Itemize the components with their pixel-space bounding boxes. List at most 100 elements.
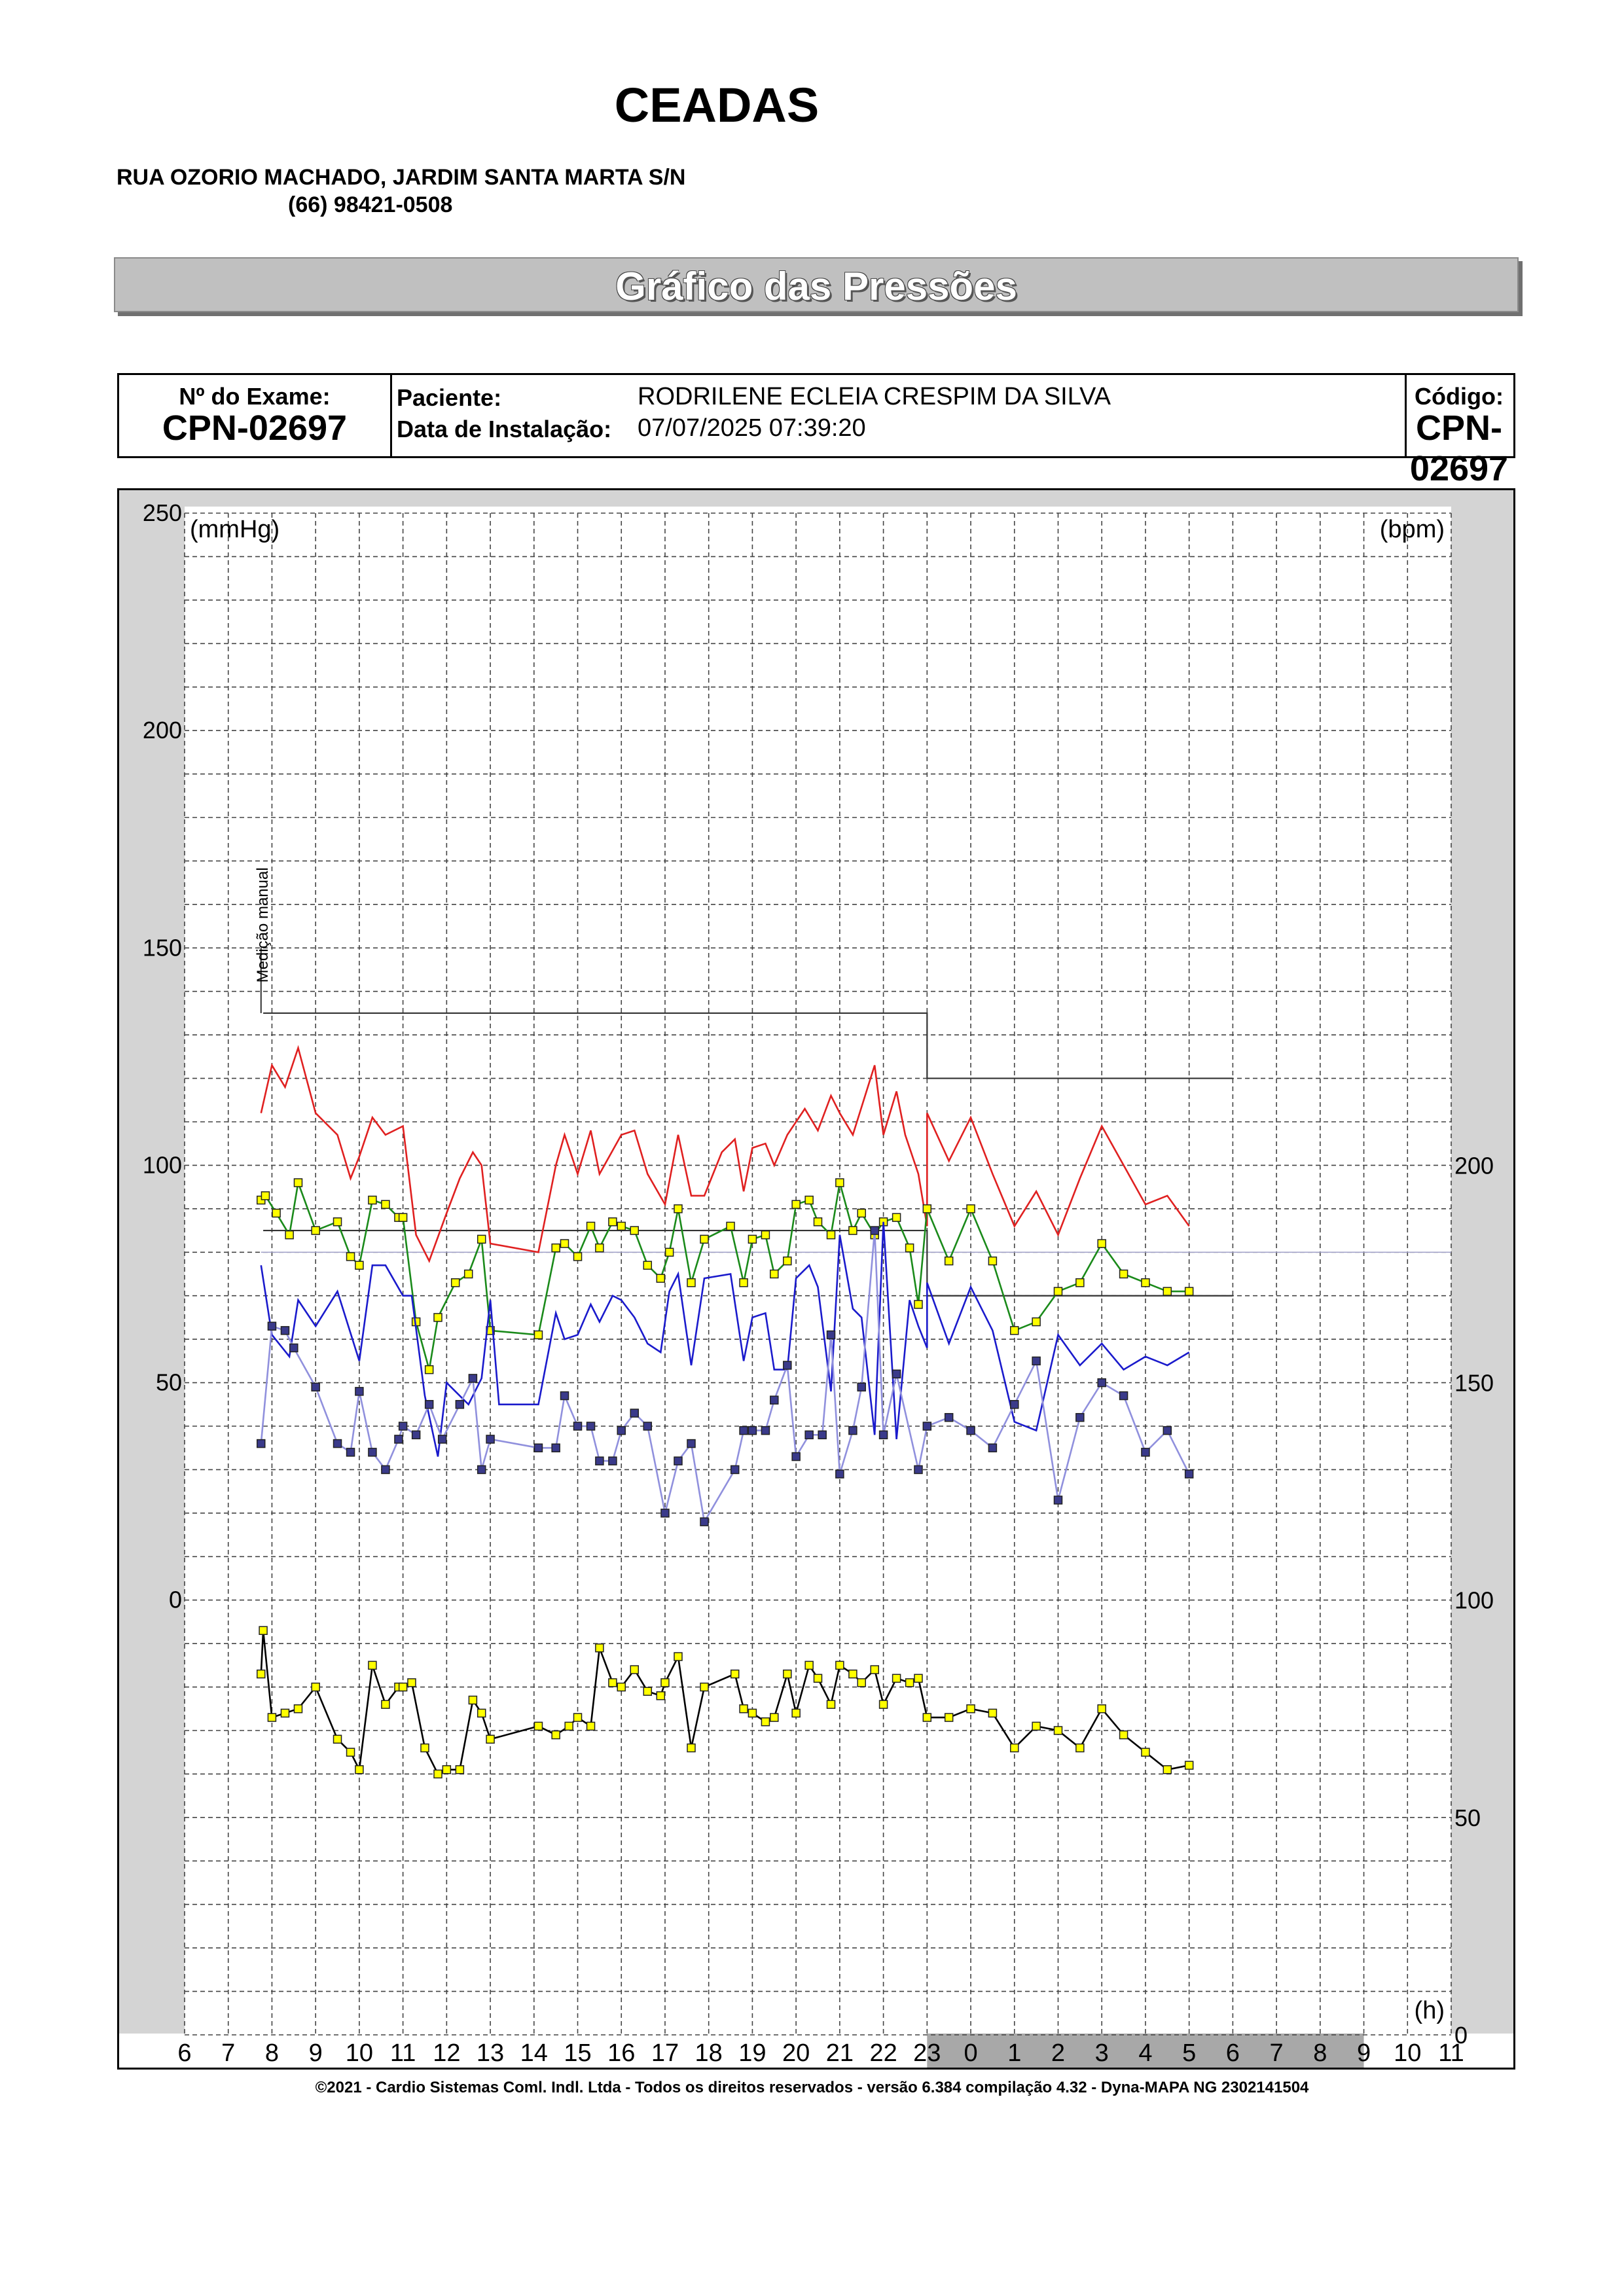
pulse_pressure-point bbox=[791, 1452, 801, 1462]
pulse_pressure-point bbox=[835, 1469, 844, 1479]
x-axis-tick-label: 10 bbox=[346, 2039, 373, 2067]
heart_rate-point bbox=[914, 1674, 923, 1683]
x-axis-tick-label: 0 bbox=[964, 2039, 977, 2067]
mean-point bbox=[293, 1178, 303, 1187]
heart_rate-point bbox=[617, 1682, 626, 1692]
patient-name: RODRILENE ECLEIA CRESPIM DA SILVA bbox=[638, 383, 1111, 410]
mean-point bbox=[783, 1256, 792, 1266]
x-axis-tick-label: 21 bbox=[826, 2039, 854, 2067]
pulse_pressure-point bbox=[988, 1443, 998, 1452]
heart_rate-point bbox=[586, 1721, 596, 1731]
heart_rate-point bbox=[259, 1626, 268, 1635]
pulse_pressure-point bbox=[1163, 1426, 1172, 1435]
heart_rate-point bbox=[739, 1704, 748, 1713]
pulse_pressure-point bbox=[857, 1382, 866, 1391]
mean-point bbox=[826, 1230, 836, 1240]
heart_rate-point bbox=[988, 1708, 998, 1718]
heart_rate-point bbox=[783, 1669, 792, 1679]
pulse_pressure-point bbox=[1010, 1400, 1019, 1409]
mean-point bbox=[333, 1217, 342, 1227]
pulse_pressure-point bbox=[267, 1321, 277, 1331]
pulse_pressure-point bbox=[533, 1443, 543, 1452]
left-unit-label: (mmHg) bbox=[190, 516, 280, 543]
heart_rate-point bbox=[674, 1652, 683, 1661]
right-axis-tick-label: 0 bbox=[1454, 2022, 1468, 2049]
pulse_pressure-point bbox=[1184, 1469, 1194, 1479]
heart_rate-point bbox=[1053, 1726, 1063, 1735]
x-axis-tick-label: 2 bbox=[1051, 2039, 1065, 2067]
heart_rate-point bbox=[333, 1734, 342, 1744]
heart_rate-point bbox=[660, 1678, 670, 1687]
heart_rate-point bbox=[1184, 1761, 1194, 1770]
mean-point bbox=[1097, 1239, 1106, 1248]
sleep-period-band bbox=[927, 2034, 1364, 2068]
heart_rate-point bbox=[407, 1678, 416, 1687]
mean-point bbox=[617, 1221, 626, 1231]
mean-point bbox=[835, 1178, 844, 1187]
exam-number-cell: Nº do Exame: CPN-02697 bbox=[119, 375, 392, 456]
mean-point bbox=[477, 1234, 486, 1244]
heart_rate-point bbox=[486, 1734, 495, 1744]
mean-point bbox=[726, 1221, 735, 1231]
heart_rate-point bbox=[905, 1678, 914, 1687]
heart_rate-point bbox=[870, 1665, 879, 1674]
pulse_pressure-point bbox=[826, 1330, 836, 1340]
pulse_pressure-point bbox=[1141, 1448, 1150, 1457]
pulse_pressure-point bbox=[551, 1443, 560, 1452]
install-date-label: Data de Instalação: bbox=[397, 416, 612, 442]
pressure-chart-svg: Medição manual25020015010050020015010050… bbox=[119, 499, 1513, 2068]
heart_rate-point bbox=[293, 1704, 303, 1713]
x-axis-tick-label: 23 bbox=[913, 2039, 941, 2067]
pulse_pressure-point bbox=[944, 1412, 954, 1422]
mean-point bbox=[608, 1217, 617, 1227]
mean-point bbox=[463, 1269, 473, 1279]
mean-point bbox=[595, 1243, 604, 1253]
heart_rate-point bbox=[1141, 1748, 1150, 1757]
mean-point bbox=[398, 1213, 408, 1222]
x-axis-tick-label: 11 bbox=[1438, 2039, 1464, 2067]
pulse_pressure-point bbox=[477, 1465, 486, 1475]
heart_rate-point bbox=[1119, 1730, 1128, 1740]
heart_rate-point bbox=[468, 1695, 478, 1705]
mean-point bbox=[643, 1261, 653, 1270]
mean-point bbox=[914, 1300, 923, 1309]
patient-label: Paciente: bbox=[397, 384, 502, 411]
pulse_pressure-point bbox=[455, 1400, 465, 1409]
pulse_pressure-point bbox=[486, 1435, 495, 1444]
heart_rate-point bbox=[944, 1713, 954, 1722]
heart_rate-point bbox=[608, 1678, 617, 1687]
x-axis-tick-label: 6 bbox=[177, 2039, 191, 2067]
pulse_pressure-point bbox=[437, 1435, 447, 1444]
heart_rate-point bbox=[267, 1713, 277, 1722]
pulse_pressure-point bbox=[617, 1426, 626, 1435]
pulse_pressure-point bbox=[630, 1408, 640, 1418]
x-axis-tick-label: 4 bbox=[1138, 2039, 1152, 2067]
heart_rate-point bbox=[398, 1682, 408, 1692]
left-axis-tick-label: 200 bbox=[143, 717, 182, 744]
systolic-line bbox=[260, 1045, 1190, 1263]
pulse_pressure-point bbox=[878, 1430, 888, 1440]
x-axis-tick-label: 9 bbox=[309, 2039, 323, 2067]
heart_rate-point bbox=[551, 1730, 560, 1740]
x-axis-tick-label: 5 bbox=[1182, 2039, 1196, 2067]
pulse_pressure-point bbox=[770, 1395, 779, 1405]
mean-point bbox=[433, 1313, 442, 1322]
pulse_pressure-point bbox=[368, 1448, 377, 1457]
pulse_pressure-point bbox=[1053, 1496, 1063, 1505]
manual-measurement-label: Medição manual bbox=[254, 867, 272, 982]
mean-point bbox=[922, 1204, 932, 1213]
mean-point bbox=[1141, 1278, 1150, 1287]
mean-point bbox=[748, 1234, 757, 1244]
org-phone: (66) 98421-0508 bbox=[288, 192, 453, 217]
pulse_pressure-point bbox=[394, 1435, 403, 1444]
pulse_pressure-point bbox=[687, 1439, 696, 1448]
heart_rate-point bbox=[687, 1743, 696, 1753]
heart_rate-point bbox=[857, 1678, 866, 1687]
mean-point bbox=[261, 1191, 270, 1200]
pulse_pressure-point bbox=[586, 1422, 596, 1431]
pulse_pressure-point bbox=[674, 1456, 683, 1465]
mean-point bbox=[664, 1247, 674, 1257]
heart_rate-point bbox=[1010, 1743, 1019, 1753]
mean-point bbox=[848, 1226, 857, 1235]
mean-point bbox=[533, 1330, 543, 1340]
